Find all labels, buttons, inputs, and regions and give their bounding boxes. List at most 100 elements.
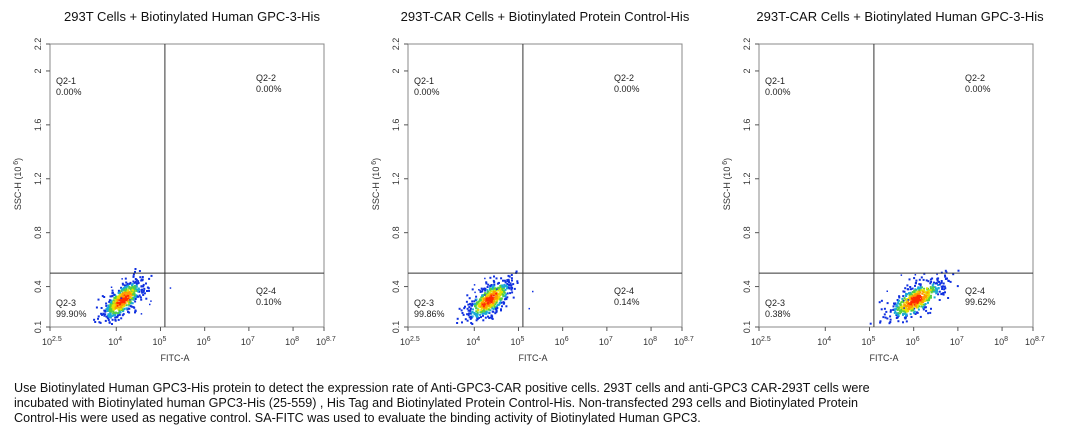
- event-dot: [907, 304, 909, 307]
- event-dot: [923, 272, 926, 275]
- event-dot: [926, 288, 929, 291]
- event-dot: [137, 290, 139, 293]
- event-dot: [466, 319, 469, 322]
- event-dot: [114, 312, 117, 315]
- event-dot: [501, 305, 503, 308]
- event-dot: [496, 299, 499, 302]
- event-dot: [908, 294, 911, 297]
- event-dot: [919, 283, 922, 286]
- event-dot: [913, 300, 916, 303]
- event-dot: [125, 304, 128, 307]
- event-dot: [121, 292, 124, 295]
- event-dot: [132, 293, 135, 296]
- event-dot: [905, 295, 908, 297]
- event-dot: [938, 283, 941, 286]
- event-dot: [946, 277, 948, 280]
- event-dot: [120, 303, 123, 306]
- event-dot: [930, 291, 933, 294]
- event-dot: [474, 302, 477, 305]
- event-dot: [130, 297, 133, 299]
- event-dot: [129, 281, 132, 284]
- event-dot: [479, 303, 481, 306]
- quadrant-label: Q2-3: [765, 298, 785, 308]
- y-tick-label: 1.6: [391, 119, 401, 132]
- event-dot: [145, 282, 147, 285]
- event-dot: [917, 308, 920, 311]
- event-dot: [496, 307, 499, 309]
- event-dot: [473, 284, 476, 286]
- event-dot: [467, 309, 470, 312]
- event-dot: [138, 270, 141, 272]
- event-dot: [130, 302, 133, 305]
- event-dot: [509, 292, 512, 295]
- event-dot: [145, 297, 148, 300]
- event-dot: [921, 303, 923, 306]
- event-dot: [480, 287, 483, 290]
- event-dot: [492, 301, 495, 304]
- event-dot: [496, 288, 498, 290]
- event-dot: [126, 293, 129, 296]
- event-dot: [112, 300, 115, 303]
- event-dot: [472, 311, 475, 314]
- event-dot: [470, 315, 473, 318]
- event-dot: [914, 274, 917, 276]
- event-dot: [126, 284, 128, 287]
- event-dot: [956, 285, 959, 288]
- event-dot: [147, 287, 150, 290]
- event-dot: [101, 295, 104, 298]
- event-dot: [121, 288, 124, 291]
- event-dot: [458, 307, 461, 310]
- event-dot: [896, 305, 899, 308]
- event-dot: [894, 310, 897, 313]
- event-dot: [495, 277, 498, 280]
- event-dot: [916, 293, 919, 296]
- event-dot: [512, 283, 515, 286]
- event-dot: [118, 313, 121, 316]
- event-dot: [896, 316, 899, 319]
- event-dot: [127, 303, 130, 306]
- event-dot: [128, 299, 131, 301]
- event-dot: [480, 311, 482, 314]
- event-dot: [109, 312, 112, 315]
- quadrant-label: Q2-4: [256, 286, 276, 296]
- event-dot: [497, 296, 500, 299]
- event-dot: [886, 317, 889, 320]
- event-dot: [127, 292, 130, 295]
- event-dot: [892, 308, 895, 311]
- event-dot: [104, 310, 107, 313]
- event-dot: [957, 269, 960, 272]
- event-dot: [924, 299, 927, 302]
- y-tick-label: 0.4: [742, 280, 752, 293]
- event-dot: [512, 296, 515, 299]
- event-dot: [487, 293, 490, 296]
- event-dot: [515, 270, 518, 273]
- event-dot: [128, 301, 131, 304]
- event-dot: [463, 307, 466, 310]
- event-dot: [492, 310, 495, 313]
- event-dot: [484, 292, 487, 295]
- event-dot: [135, 285, 138, 288]
- event-dot: [479, 291, 482, 293]
- event-dot: [491, 297, 494, 300]
- event-dot: [915, 281, 917, 284]
- event-dot: [121, 301, 124, 304]
- event-dot: [493, 287, 496, 290]
- event-dot: [122, 313, 125, 316]
- event-dot: [506, 292, 509, 295]
- event-dot: [107, 317, 110, 320]
- event-dot: [906, 301, 908, 304]
- event-dot: [471, 288, 474, 291]
- x-axis-label: FITC-A: [161, 353, 190, 363]
- y-tick-label: 1.6: [33, 119, 43, 132]
- event-dot: [480, 296, 483, 299]
- event-dot: [117, 308, 120, 311]
- event-dot: [482, 305, 485, 308]
- event-dot: [900, 311, 903, 314]
- event-dot: [880, 299, 883, 302]
- event-dot: [124, 297, 127, 300]
- event-dot: [97, 298, 100, 301]
- event-dot: [97, 317, 99, 320]
- event-dot: [928, 294, 931, 297]
- event-dot: [904, 317, 907, 320]
- event-dot: [114, 319, 117, 322]
